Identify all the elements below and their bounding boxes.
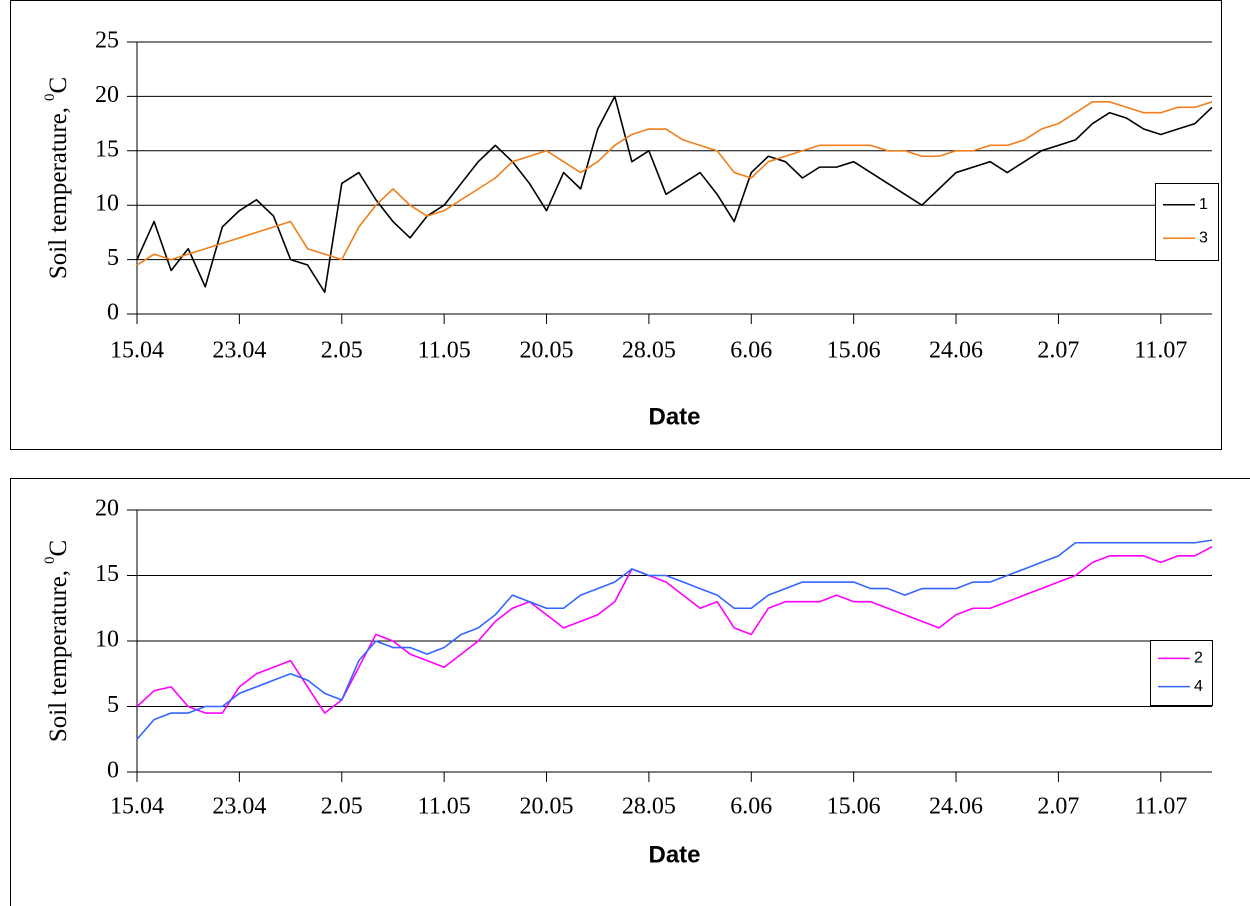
line-series <box>136 101 1213 266</box>
x-tick-label: 23.04 <box>212 794 266 820</box>
x-tick-label: 2.05 <box>321 794 363 820</box>
x-tick-label: 24.06 <box>929 338 983 364</box>
y-tick-label: 20 <box>95 496 119 522</box>
x-tick-label: 11.05 <box>418 794 471 820</box>
y-tick-label: 5 <box>107 692 119 718</box>
legend-label: 3 <box>1199 229 1208 246</box>
y-axis-label-part: C <box>45 540 72 557</box>
legend-box <box>1155 183 1219 261</box>
y-axis-label-part: Soil temperature, <box>45 107 72 279</box>
y-axis-label: Soil temperature, 0C <box>42 77 71 279</box>
y-tick-label: 20 <box>95 82 119 108</box>
x-tick-label: 15.04 <box>110 794 164 820</box>
x-tick-label: 28.05 <box>622 794 676 820</box>
x-tick-label: 15.06 <box>827 794 881 820</box>
y-tick-label: 0 <box>107 300 119 326</box>
x-tick-label: 11.07 <box>1134 794 1187 820</box>
x-tick-label: 28.05 <box>622 338 676 364</box>
y-axis-label: Soil temperature, 0C <box>42 540 71 742</box>
x-axis-label: Date <box>648 841 700 868</box>
y-tick-label: 5 <box>107 245 119 271</box>
legend-label: 4 <box>1194 678 1203 695</box>
y-tick-label: 15 <box>95 561 119 587</box>
x-axis-label: Date <box>648 403 700 430</box>
x-tick-label: 15.04 <box>110 338 164 364</box>
legend-label: 2 <box>1194 650 1203 667</box>
line-series <box>136 539 1213 740</box>
x-tick-label: 2.07 <box>1037 338 1079 364</box>
x-tick-label: 2.07 <box>1037 794 1079 820</box>
x-tick-label: 6.06 <box>730 794 772 820</box>
x-tick-label: 11.05 <box>418 338 471 364</box>
y-axis-label-part: 0 <box>42 557 58 565</box>
x-tick-label: 20.05 <box>520 338 574 364</box>
y-axis-label-part: C <box>45 77 72 94</box>
x-tick-label: 15.06 <box>827 338 881 364</box>
x-tick-label: 2.05 <box>321 338 363 364</box>
legend-label: 1 <box>1199 196 1208 213</box>
line-series <box>136 95 1213 294</box>
y-tick-label: 10 <box>95 191 119 217</box>
x-tick-label: 24.06 <box>929 794 983 820</box>
line-series <box>136 545 1213 714</box>
y-tick-label: 10 <box>95 627 119 653</box>
x-tick-label: 11.07 <box>1134 338 1187 364</box>
x-tick-label: 6.06 <box>730 338 772 364</box>
legend-box <box>1150 640 1213 706</box>
y-axis-label-part: Soil temperature, <box>45 570 72 742</box>
chart-frame <box>10 0 1222 450</box>
x-tick-label: 20.05 <box>520 794 574 820</box>
x-tick-label: 23.04 <box>212 338 266 364</box>
y-tick-label: 15 <box>95 136 119 162</box>
y-tick-label: 0 <box>107 758 119 784</box>
y-tick-label: 25 <box>95 28 119 54</box>
y-axis-label-part: 0 <box>42 94 58 102</box>
